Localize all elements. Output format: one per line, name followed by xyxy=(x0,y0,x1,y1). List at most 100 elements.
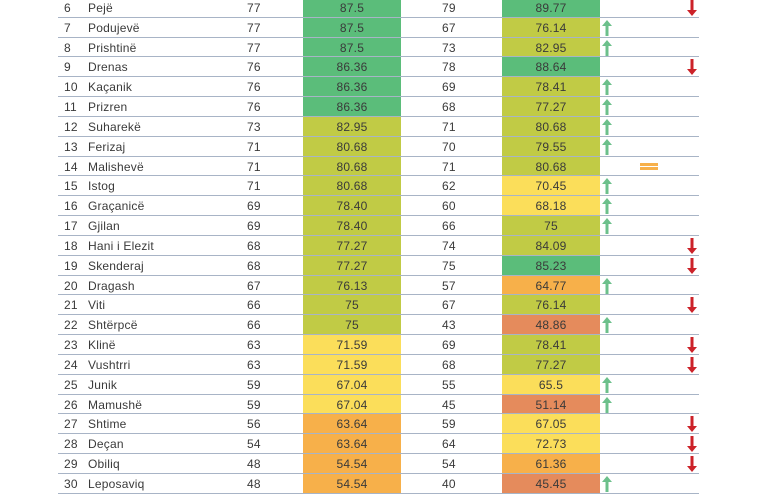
municipality-name: Leposaviq xyxy=(88,476,145,491)
arrow-up-icon xyxy=(597,395,617,415)
arrow-up-icon xyxy=(597,38,617,58)
current-percent: 87.5 xyxy=(303,37,401,58)
rank-cell: 12 xyxy=(64,119,78,134)
current-points: 63 xyxy=(247,357,261,372)
arrow-down-icon xyxy=(682,434,702,454)
previous-points: 57 xyxy=(442,278,456,293)
row-divider xyxy=(58,115,699,117)
table-row: 28 Deçan 54 63.64 64 72.73 xyxy=(0,434,761,455)
previous-points: 55 xyxy=(442,377,456,392)
current-percent: 77.27 xyxy=(303,235,401,256)
municipality-name: Viti xyxy=(88,298,106,313)
rank-cell: 22 xyxy=(64,318,78,333)
current-points: 76 xyxy=(247,100,261,115)
municipality-name: Istog xyxy=(88,179,116,194)
current-points: 71 xyxy=(247,179,261,194)
current-percent: 63.64 xyxy=(303,434,401,455)
previous-percent: 85.23 xyxy=(502,255,600,276)
previous-points: 79 xyxy=(442,0,456,15)
previous-percent: 64.77 xyxy=(502,275,600,296)
table-row: 25 Junik 59 67.04 55 65.5 xyxy=(0,374,761,395)
municipality-name: Prishtinë xyxy=(88,40,137,55)
municipality-name: Malishevë xyxy=(88,159,144,174)
municipality-name: Kaçanik xyxy=(88,80,133,95)
current-points: 77 xyxy=(247,0,261,15)
current-percent: 78.40 xyxy=(303,196,401,217)
current-points: 54 xyxy=(247,437,261,452)
current-points: 66 xyxy=(247,318,261,333)
previous-percent: 80.68 xyxy=(502,156,600,177)
municipality-name: Shtërpcë xyxy=(88,318,138,333)
current-percent: 54.54 xyxy=(303,473,401,494)
table-row: 21 Viti 66 75 67 76.14 xyxy=(0,295,761,316)
rank-cell: 17 xyxy=(64,219,78,234)
previous-points: 68 xyxy=(442,100,456,115)
rank-cell: 7 xyxy=(64,20,71,35)
previous-percent: 45.45 xyxy=(502,473,600,494)
table-row: 26 Mamushë 59 67.04 45 51.14 xyxy=(0,394,761,415)
arrow-up-icon xyxy=(597,77,617,97)
current-percent: 86.36 xyxy=(303,77,401,98)
arrow-down-icon xyxy=(682,335,702,355)
current-percent: 86.36 xyxy=(303,97,401,117)
current-percent: 78.40 xyxy=(303,216,401,236)
current-percent: 80.68 xyxy=(303,176,401,197)
arrow-down-icon xyxy=(682,355,702,375)
row-divider xyxy=(58,453,699,455)
previous-percent: 79.55 xyxy=(502,136,600,157)
row-divider xyxy=(58,433,699,435)
previous-percent: 88.64 xyxy=(502,57,600,78)
previous-percent: 51.14 xyxy=(502,394,600,415)
current-points: 69 xyxy=(247,199,261,214)
current-points: 77 xyxy=(247,40,261,55)
arrow-down-icon xyxy=(682,57,702,77)
row-divider xyxy=(58,16,699,18)
rank-cell: 15 xyxy=(64,179,78,194)
municipality-name: Drenas xyxy=(88,60,128,75)
row-divider xyxy=(58,314,699,316)
previous-percent: 65.5 xyxy=(502,374,600,395)
row-divider xyxy=(58,373,699,375)
municipality-name: Vushtrri xyxy=(88,357,131,372)
municipality-name: Graçanicë xyxy=(88,199,145,214)
current-points: 59 xyxy=(247,377,261,392)
arrow-down-icon xyxy=(682,236,702,256)
current-percent: 63.64 xyxy=(303,414,401,435)
previous-percent: 80.68 xyxy=(502,116,600,137)
rank-cell: 29 xyxy=(64,456,78,471)
current-percent: 75 xyxy=(303,315,401,336)
row-divider xyxy=(58,294,699,296)
municipality-name: Gjilan xyxy=(88,219,120,234)
rank-cell: 10 xyxy=(64,80,78,95)
current-percent: 71.59 xyxy=(303,335,401,355)
table-row: 14 Malishevë 71 80.68 71 80.68 xyxy=(0,156,761,177)
arrow-up-icon xyxy=(597,375,617,395)
table-row: 10 Kaçanik 76 86.36 69 78.41 xyxy=(0,77,761,98)
rank-cell: 6 xyxy=(64,0,71,15)
arrow-up-icon xyxy=(597,137,617,157)
previous-points: 59 xyxy=(442,417,456,432)
arrow-up-icon xyxy=(597,474,617,494)
previous-percent: 76.14 xyxy=(502,17,600,38)
previous-percent: 75 xyxy=(502,216,600,236)
current-points: 68 xyxy=(247,258,261,273)
current-percent: 86.36 xyxy=(303,57,401,78)
previous-points: 64 xyxy=(442,437,456,452)
rank-cell: 13 xyxy=(64,139,78,154)
previous-percent: 82.95 xyxy=(502,37,600,58)
arrow-down-icon xyxy=(682,454,702,474)
current-points: 48 xyxy=(247,456,261,471)
row-divider xyxy=(58,135,699,137)
previous-points: 67 xyxy=(442,20,456,35)
table-row: 17 Gjilan 69 78.40 66 75 xyxy=(0,216,761,236)
municipality-name: Skenderaj xyxy=(88,258,144,273)
previous-points: 71 xyxy=(442,119,456,134)
previous-points: 74 xyxy=(442,238,456,253)
rank-cell: 25 xyxy=(64,377,78,392)
rank-cell: 8 xyxy=(64,40,71,55)
arrow-up-icon xyxy=(597,196,617,216)
current-percent: 80.68 xyxy=(303,136,401,157)
arrow-down-icon xyxy=(682,295,702,315)
previous-percent: 67.05 xyxy=(502,414,600,435)
rank-cell: 27 xyxy=(64,417,78,432)
